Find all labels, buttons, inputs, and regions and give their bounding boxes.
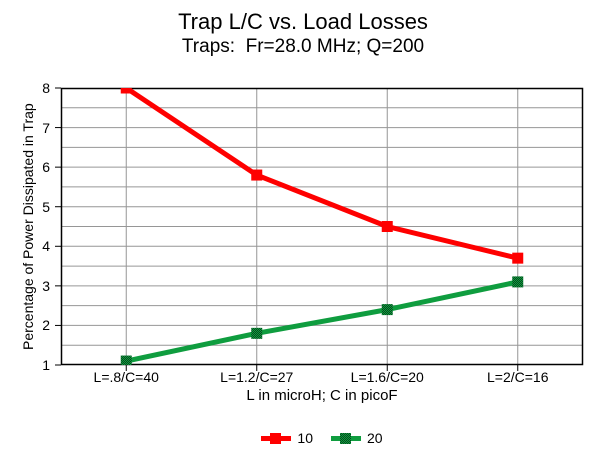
plot-area	[55, 87, 584, 371]
x-axis-title: L in microH; C in picoF	[246, 387, 398, 404]
series-marker-10	[512, 252, 524, 264]
y-tick-label: 1	[42, 357, 50, 373]
series-marker-10	[251, 169, 263, 181]
series-marker-20	[381, 304, 393, 316]
series-marker-20	[251, 327, 263, 339]
x-tick-label: L=1.2/C=27	[220, 369, 294, 385]
x-tick-label: L=1.6/C=20	[350, 369, 424, 385]
y-tick-label: 5	[42, 198, 50, 215]
y-tick-label: 3	[42, 277, 50, 294]
x-tick-label: L=.8/C=40	[93, 369, 159, 385]
y-tick-label: 4	[42, 238, 50, 255]
legend-line-swatch	[261, 432, 292, 444]
legend-line-swatch	[331, 432, 361, 444]
series-line-20	[125, 279, 519, 364]
series-marker-10	[120, 88, 132, 94]
legend-item-10: 10	[261, 430, 313, 446]
y-tick-label: 8	[42, 80, 50, 96]
legend-label: 20	[367, 430, 383, 446]
legend: 10 20	[61, 430, 583, 446]
series-marker-10	[381, 221, 393, 232]
y-tick-label: 7	[42, 119, 50, 136]
legend-marker	[340, 432, 351, 444]
series-marker-20	[120, 355, 132, 365]
series-marker-20	[512, 276, 524, 288]
legend-marker	[270, 432, 282, 444]
x-tick-label: L=2/C=16	[487, 369, 549, 385]
y-tick-label: 2	[42, 317, 50, 334]
chart-subtitle: Traps: Fr=28.0 MHz; Q=200	[181, 36, 425, 57]
legend-item-20: 20	[331, 430, 383, 446]
series-line-10	[124, 88, 519, 261]
legend-label: 10	[297, 430, 313, 446]
chart-title: Trap L/C vs. Load Losses	[178, 9, 428, 34]
plot-svg	[55, 87, 584, 371]
y-tick-label: 6	[42, 159, 50, 176]
